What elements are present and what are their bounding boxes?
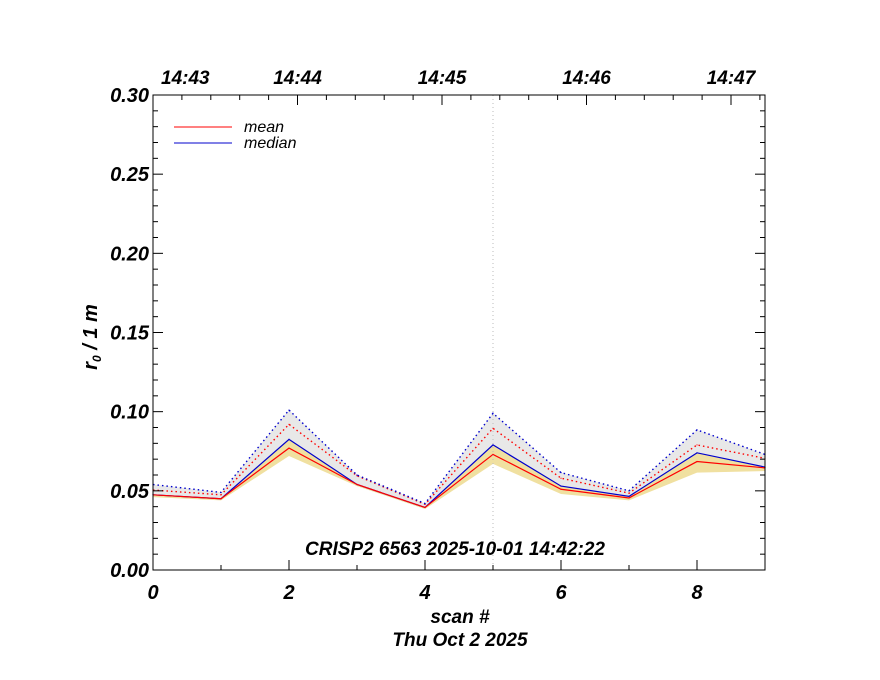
series-1-point-6 [560,485,562,487]
series-line-0 [152,447,766,509]
y-tick-label-4: 0.20 [110,243,149,265]
series-2-point-2 [288,423,290,425]
series-2-point-8 [696,444,698,446]
top-axis-label-2: 14:45 [418,68,467,89]
series-0-point-2 [288,447,290,449]
y-axis-label-symbol: r [80,361,102,370]
series-0-point-5 [492,453,494,456]
series-0-point-1 [220,498,222,500]
series-3-point-1 [220,491,222,494]
series-0-point-7 [628,497,630,499]
series-2-point-7 [628,492,630,494]
chart-annotation: CRISP2 6563 2025-10-01 14:42:22 [305,539,605,560]
y-tick-label-5: 0.25 [110,164,150,186]
top-axis-label-0: 14:43 [161,68,210,89]
top-axis-label-3: 14:46 [562,68,611,89]
series-1-point-7 [628,495,630,497]
series-2-point-1 [220,494,222,496]
top-axis-label-4: 14:47 [707,68,757,89]
series-1-point-5 [492,444,494,446]
axis-ticks [152,94,766,571]
legend: mean median [174,119,297,152]
series-3-point-5 [492,412,494,414]
series-line-3 [152,409,766,505]
date-label: Thu Oct 2 2025 [392,630,528,651]
series-1-point-8 [696,452,698,454]
axis-tick-labels: 0.00 0.05 0.10 0.15 0.20 0.25 0.30 0 2 4 6 8 14:43 14… [110,68,757,604]
y-tick-label-6: 0.30 [110,85,149,107]
series-3-point-3 [356,474,358,476]
legend-label-median: median [244,135,297,152]
y-tick-label-3: 0.15 [110,323,150,345]
series-3-point-6 [560,472,562,474]
series-1-point-2 [288,438,290,440]
x-tick-label-0: 0 [147,582,158,604]
y-axis-label-subscript: 0 [90,355,104,362]
legend-label-mean: mean [244,119,284,136]
range-bands [153,410,765,510]
x-axis-label: scan # [430,607,490,628]
series-line-2 [152,423,766,506]
x-tick-label-2: 4 [418,582,430,604]
series-3-point-4 [424,502,426,505]
series-0-point-8 [696,460,698,463]
plot-frame [152,94,766,571]
band-0 [153,410,765,508]
series-3-point-2 [288,409,290,411]
series-lines [152,409,766,509]
y-tick-label-0: 0.00 [110,560,149,582]
x-tick-label-3: 6 [555,582,567,604]
y-axis-label: r0 / 1 m [80,304,104,370]
series-3-point-8 [696,429,698,431]
series-3-point-7 [628,490,630,492]
x-tick-label-4: 8 [691,582,703,604]
series-0-point-6 [560,488,562,490]
series-0-point-4 [424,506,426,509]
y-tick-label-2: 0.10 [110,402,149,424]
y-tick-label-1: 0.05 [110,481,150,503]
series-2-point-6 [560,477,562,479]
y-axis-label-unit: / 1 m [80,304,102,355]
series-line-1 [152,438,766,509]
top-axis-label-1: 14:44 [273,68,322,89]
series-0-point-3 [356,483,358,486]
x-tick-label-1: 2 [282,582,294,604]
